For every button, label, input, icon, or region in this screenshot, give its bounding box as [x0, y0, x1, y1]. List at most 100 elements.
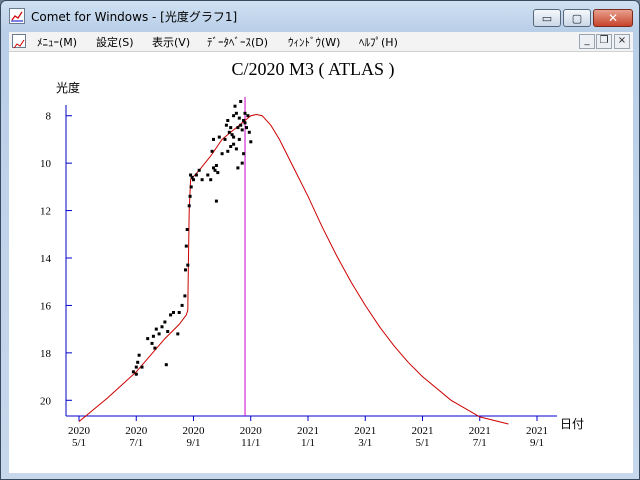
- mdi-restore-icon: ❐: [599, 35, 609, 46]
- observation-point: [140, 365, 144, 369]
- observation-point: [169, 313, 173, 317]
- observation-point: [160, 325, 164, 329]
- observation-point: [180, 303, 184, 307]
- magnitude-curve: [78, 113, 509, 425]
- x-tick-date: 7/1: [129, 437, 143, 449]
- title-bar[interactable]: Comet for Windows - [光度グラフ1] ▭ ▢ ✕: [1, 1, 639, 31]
- observation-point: [164, 363, 168, 367]
- minimize-button[interactable]: ▭: [533, 9, 561, 27]
- observation-point: [188, 194, 192, 198]
- observation-point: [242, 152, 246, 156]
- observation-point: [234, 111, 238, 115]
- observation-point: [131, 370, 135, 374]
- observation-point: [186, 263, 190, 267]
- y-tick-label: 16: [40, 300, 52, 312]
- chart-doc-icon: [13, 39, 25, 49]
- observation-point: [185, 228, 189, 231]
- observation-point: [234, 147, 238, 151]
- observation-point: [206, 173, 210, 177]
- observation-point: [214, 199, 218, 203]
- menu-item-view[interactable]: 表示(V): [152, 36, 191, 49]
- observation-point: [166, 330, 170, 333]
- observation-point: [197, 168, 201, 172]
- x-tick-date: 9/1: [186, 437, 200, 449]
- observation-point: [213, 168, 217, 172]
- observation-point: [242, 119, 246, 122]
- x-tick-year: 2020: [240, 425, 263, 437]
- observation-point: [216, 171, 220, 175]
- observation-point: [232, 135, 236, 139]
- light-curve-chart: C/2020 M3 ( ATLAS ) 光度 日付 81012141618202…: [40, 59, 584, 449]
- menu-item-database[interactable]: ﾃﾞｰﾀﾍﾞｰｽ(D): [207, 36, 269, 49]
- observation-point: [154, 327, 158, 331]
- y-tick-label: 14: [40, 253, 52, 265]
- observation-point: [226, 119, 230, 122]
- x-tick-date: 1/1: [301, 437, 315, 449]
- x-tick-date: 5/1: [415, 437, 429, 449]
- menu-item-window[interactable]: ｳｨﾝﾄﾞｳ(W): [288, 36, 341, 49]
- observation-point: [217, 135, 221, 139]
- observation-point: [157, 332, 161, 336]
- observation-point: [176, 332, 180, 336]
- y-axis-label: 光度: [56, 80, 80, 95]
- predicted-curve: [78, 113, 509, 425]
- observation-points: [131, 100, 253, 376]
- mdi-restore-button[interactable]: ❐: [596, 34, 612, 49]
- observation-point: [212, 166, 215, 170]
- app-icon[interactable]: [9, 8, 25, 24]
- observation-point: [224, 123, 228, 127]
- observation-point: [243, 121, 247, 125]
- maximize-icon: ▢: [571, 11, 583, 25]
- document-icon[interactable]: [12, 34, 26, 49]
- observation-point: [239, 123, 243, 127]
- x-tick-year: 2021: [297, 425, 319, 437]
- observation-point: [209, 178, 213, 182]
- observation-point: [214, 164, 218, 167]
- observation-point: [220, 152, 224, 156]
- menu-item-help[interactable]: ﾍﾙﾌﾟ(H): [359, 36, 398, 49]
- mdi-close-icon: ×: [617, 35, 627, 46]
- mdi-close-button[interactable]: ×: [614, 34, 630, 49]
- observation-point: [189, 173, 193, 177]
- y-tick-label: 18: [40, 348, 52, 360]
- x-tick-date: 3/1: [358, 437, 372, 449]
- observation-point: [212, 137, 215, 141]
- axes: 810121416182020205/120207/120209/1202011…: [40, 97, 557, 449]
- observation-point: [246, 114, 250, 118]
- observation-point: [229, 126, 233, 130]
- window-title: Comet for Windows - [光度グラフ1]: [31, 10, 238, 24]
- menu-item-menu[interactable]: ﾒﾆｭｰ(M): [37, 36, 78, 49]
- menu-bar: ﾒﾆｭｰ(M) 設定(S) 表示(V) ﾃﾞｰﾀﾍﾞｰｽ(D) ｳｨﾝﾄﾞｳ(W…: [9, 32, 633, 52]
- observation-point: [200, 178, 204, 182]
- x-axis-label: 日付: [560, 417, 584, 431]
- x-tick-year: 2021: [354, 425, 376, 437]
- observation-point: [194, 173, 198, 177]
- x-tick-year: 2020: [68, 425, 91, 437]
- observation-point: [232, 142, 236, 146]
- menu-item-settings[interactable]: 設定(S): [96, 36, 134, 49]
- x-tick-date: 9/1: [530, 437, 544, 449]
- observation-point: [240, 128, 244, 132]
- x-tick-date: 11/1: [241, 437, 260, 449]
- y-tick-label: 12: [40, 206, 51, 218]
- chart-icon: [11, 11, 23, 22]
- y-tick-label: 10: [40, 158, 52, 170]
- observation-point: [243, 111, 247, 115]
- maximize-button[interactable]: ▢: [563, 9, 591, 27]
- observation-point: [192, 178, 195, 182]
- observation-point: [183, 294, 187, 298]
- close-button[interactable]: ✕: [593, 9, 633, 27]
- observation-point: [226, 149, 230, 153]
- observation-point: [236, 166, 240, 170]
- x-tick-date: 5/1: [72, 437, 86, 449]
- observation-point: [137, 353, 141, 357]
- observation-point: [249, 140, 253, 144]
- observation-point: [190, 175, 194, 179]
- observation-point: [239, 100, 243, 103]
- observation-point: [230, 133, 234, 137]
- observation-point: [210, 149, 214, 153]
- graph-area: C/2020 M3 ( ATLAS ) 光度 日付 8 10 12 14 16 18 20 2…: [9, 52, 633, 473]
- mdi-minimize-button[interactable]: _: [579, 34, 595, 49]
- observation-point: [177, 311, 181, 314]
